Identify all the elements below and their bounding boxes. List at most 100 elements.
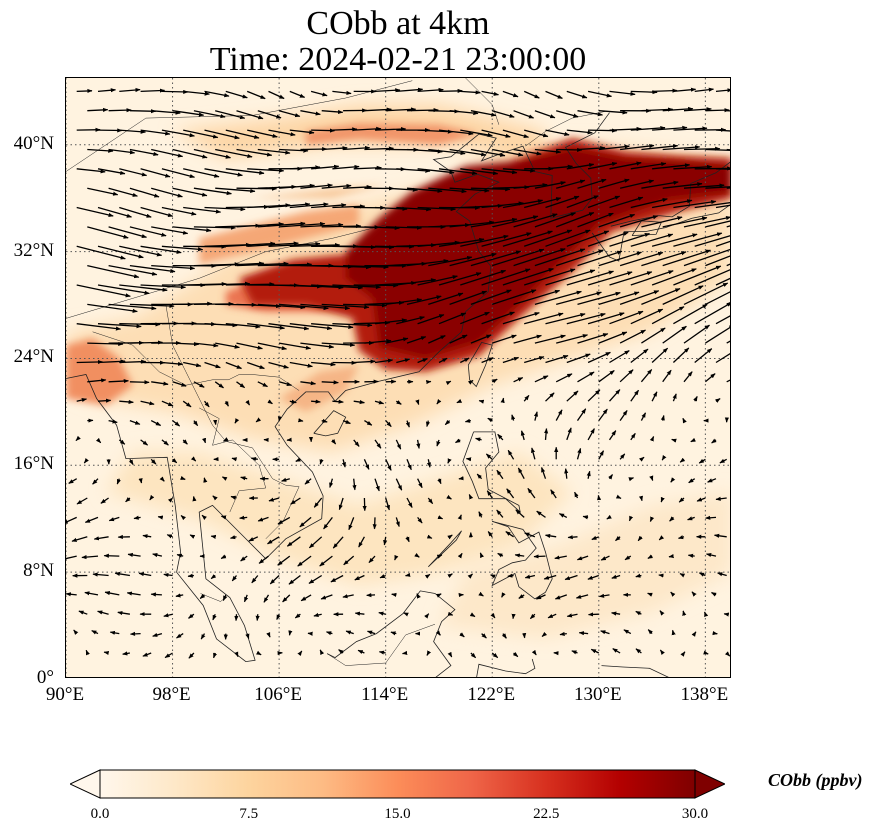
wind-arrow-358 xyxy=(449,290,488,306)
wind-arrow-808 xyxy=(104,591,120,596)
wind-arrow-906 xyxy=(234,651,239,658)
wind-arrow-455 xyxy=(524,356,545,364)
wind-arrow-339 xyxy=(694,269,730,286)
wind-arrow-815 xyxy=(263,594,270,603)
wind-arrow-440 xyxy=(204,361,221,369)
wind-arrow-272 xyxy=(587,231,629,247)
wind-arrow-70 xyxy=(247,129,278,138)
wind-arrow-139 xyxy=(396,168,431,173)
wind-arrow-423 xyxy=(513,334,542,344)
wind-arrow-394 xyxy=(545,313,586,325)
border-segment-4 xyxy=(525,111,606,147)
wind-arrow-649 xyxy=(688,478,696,484)
wind-arrow-308 xyxy=(705,255,730,267)
wind-arrow-806 xyxy=(66,592,77,597)
wind-arrow-211 xyxy=(609,196,644,209)
wind-arrow-419 xyxy=(428,335,446,344)
coastline-segment-11 xyxy=(476,658,536,677)
wind-arrow-386 xyxy=(374,318,408,325)
wind-arrow-483 xyxy=(467,379,474,385)
wind-arrow-241 xyxy=(598,213,636,228)
wind-arrow-313 xyxy=(140,284,187,290)
wind-arrow-746 xyxy=(103,553,120,558)
wind-arrow-227 xyxy=(300,222,344,228)
wind-arrow-82 xyxy=(502,129,530,138)
wind-arrow-183 xyxy=(683,183,725,189)
wind-arrow-785 xyxy=(288,574,301,585)
wind-arrow-102 xyxy=(279,148,309,153)
wind-arrow-22 xyxy=(545,90,563,100)
wind-arrow-273 xyxy=(609,232,650,247)
wind-arrow-787 xyxy=(330,574,344,583)
wind-arrow-658 xyxy=(230,495,237,500)
wind-arrow-130 xyxy=(204,168,243,177)
wind-arrow-49 xyxy=(470,110,497,117)
wind-arrow-460 xyxy=(630,348,649,364)
wind-arrow-114 xyxy=(534,148,562,154)
wind-arrow-538 xyxy=(321,418,328,423)
wind-arrow-165 xyxy=(300,183,333,189)
wind-arrow-417 xyxy=(385,337,409,344)
wind-arrow-745 xyxy=(81,555,99,560)
wind-arrow-181 xyxy=(641,180,679,189)
wind-arrow-818 xyxy=(320,594,333,600)
wind-arrow-468 xyxy=(151,381,169,386)
wind-arrow-285 xyxy=(215,261,265,267)
wind-arrow-706 xyxy=(582,515,589,520)
wind-arrow-89 xyxy=(652,125,688,131)
wind-arrow-38 xyxy=(236,110,264,120)
wind-arrow-499 xyxy=(140,400,155,406)
wind-arrow-154 xyxy=(715,168,730,170)
wind-arrow-171 xyxy=(428,187,467,194)
lat-tick-label-24: 24°N xyxy=(13,346,54,368)
wind-arrow-2 xyxy=(119,87,141,93)
wind-arrow-37 xyxy=(215,110,246,120)
wind-arrow-650 xyxy=(707,478,717,483)
wind-arrow-893 xyxy=(600,630,610,635)
wind-arrow-529 xyxy=(129,419,141,425)
co-concentration-field xyxy=(66,104,730,639)
wind-arrow-607 xyxy=(465,457,472,462)
wind-arrow-600 xyxy=(319,459,324,465)
wind-arrow-696 xyxy=(372,517,377,530)
wind-arrow-722 xyxy=(267,536,280,545)
wind-arrow-202 xyxy=(417,206,456,212)
wind-arrow-189 xyxy=(140,206,174,217)
map-subtitle-time: Time: 2024-02-21 23:00:00 xyxy=(209,41,587,78)
wind-arrow-776 xyxy=(92,572,109,577)
wind-arrow-667 xyxy=(427,497,434,505)
wind-arrow-421 xyxy=(470,334,492,344)
wind-arrow-709 xyxy=(649,516,655,522)
concentration-region-mid-1 xyxy=(199,204,359,265)
wind-arrow-126 xyxy=(119,168,148,177)
wind-arrow-390 xyxy=(460,311,490,325)
wind-arrow-769 xyxy=(600,555,610,561)
wind-arrow-301 xyxy=(555,249,604,267)
wind-arrow-169 xyxy=(385,187,419,192)
wind-arrow-851 xyxy=(378,611,386,616)
wind-arrow-146 xyxy=(545,164,574,170)
wind-arrow-704 xyxy=(536,510,546,518)
wind-arrow-451 xyxy=(438,357,448,364)
wind-arrow-927 xyxy=(680,651,686,657)
wind-arrow-150 xyxy=(630,162,667,170)
wind-arrow-397 xyxy=(609,310,644,325)
wind-arrow-617 xyxy=(679,457,686,463)
wind-arrow-93 xyxy=(87,148,114,153)
wind-arrow-297 xyxy=(470,250,522,267)
wind-arrow-547 xyxy=(511,414,516,421)
wind-arrow-799 xyxy=(587,574,600,580)
wind-arrow-281 xyxy=(129,264,176,274)
wind-arrow-501 xyxy=(182,400,192,408)
wind-arrow-367 xyxy=(641,287,681,306)
wind-arrow-589 xyxy=(83,458,89,464)
wind-arrow-828 xyxy=(535,594,546,600)
wind-arrow-161 xyxy=(215,187,256,194)
wind-arrow-896 xyxy=(671,629,676,636)
wind-arrow-843 xyxy=(212,613,217,621)
wind-arrow-847 xyxy=(294,613,301,619)
wind-arrow-827 xyxy=(518,594,525,599)
wind-arrow-513 xyxy=(436,399,442,405)
wind-arrow-332 xyxy=(545,269,596,286)
wind-arrow-900 xyxy=(103,650,110,656)
